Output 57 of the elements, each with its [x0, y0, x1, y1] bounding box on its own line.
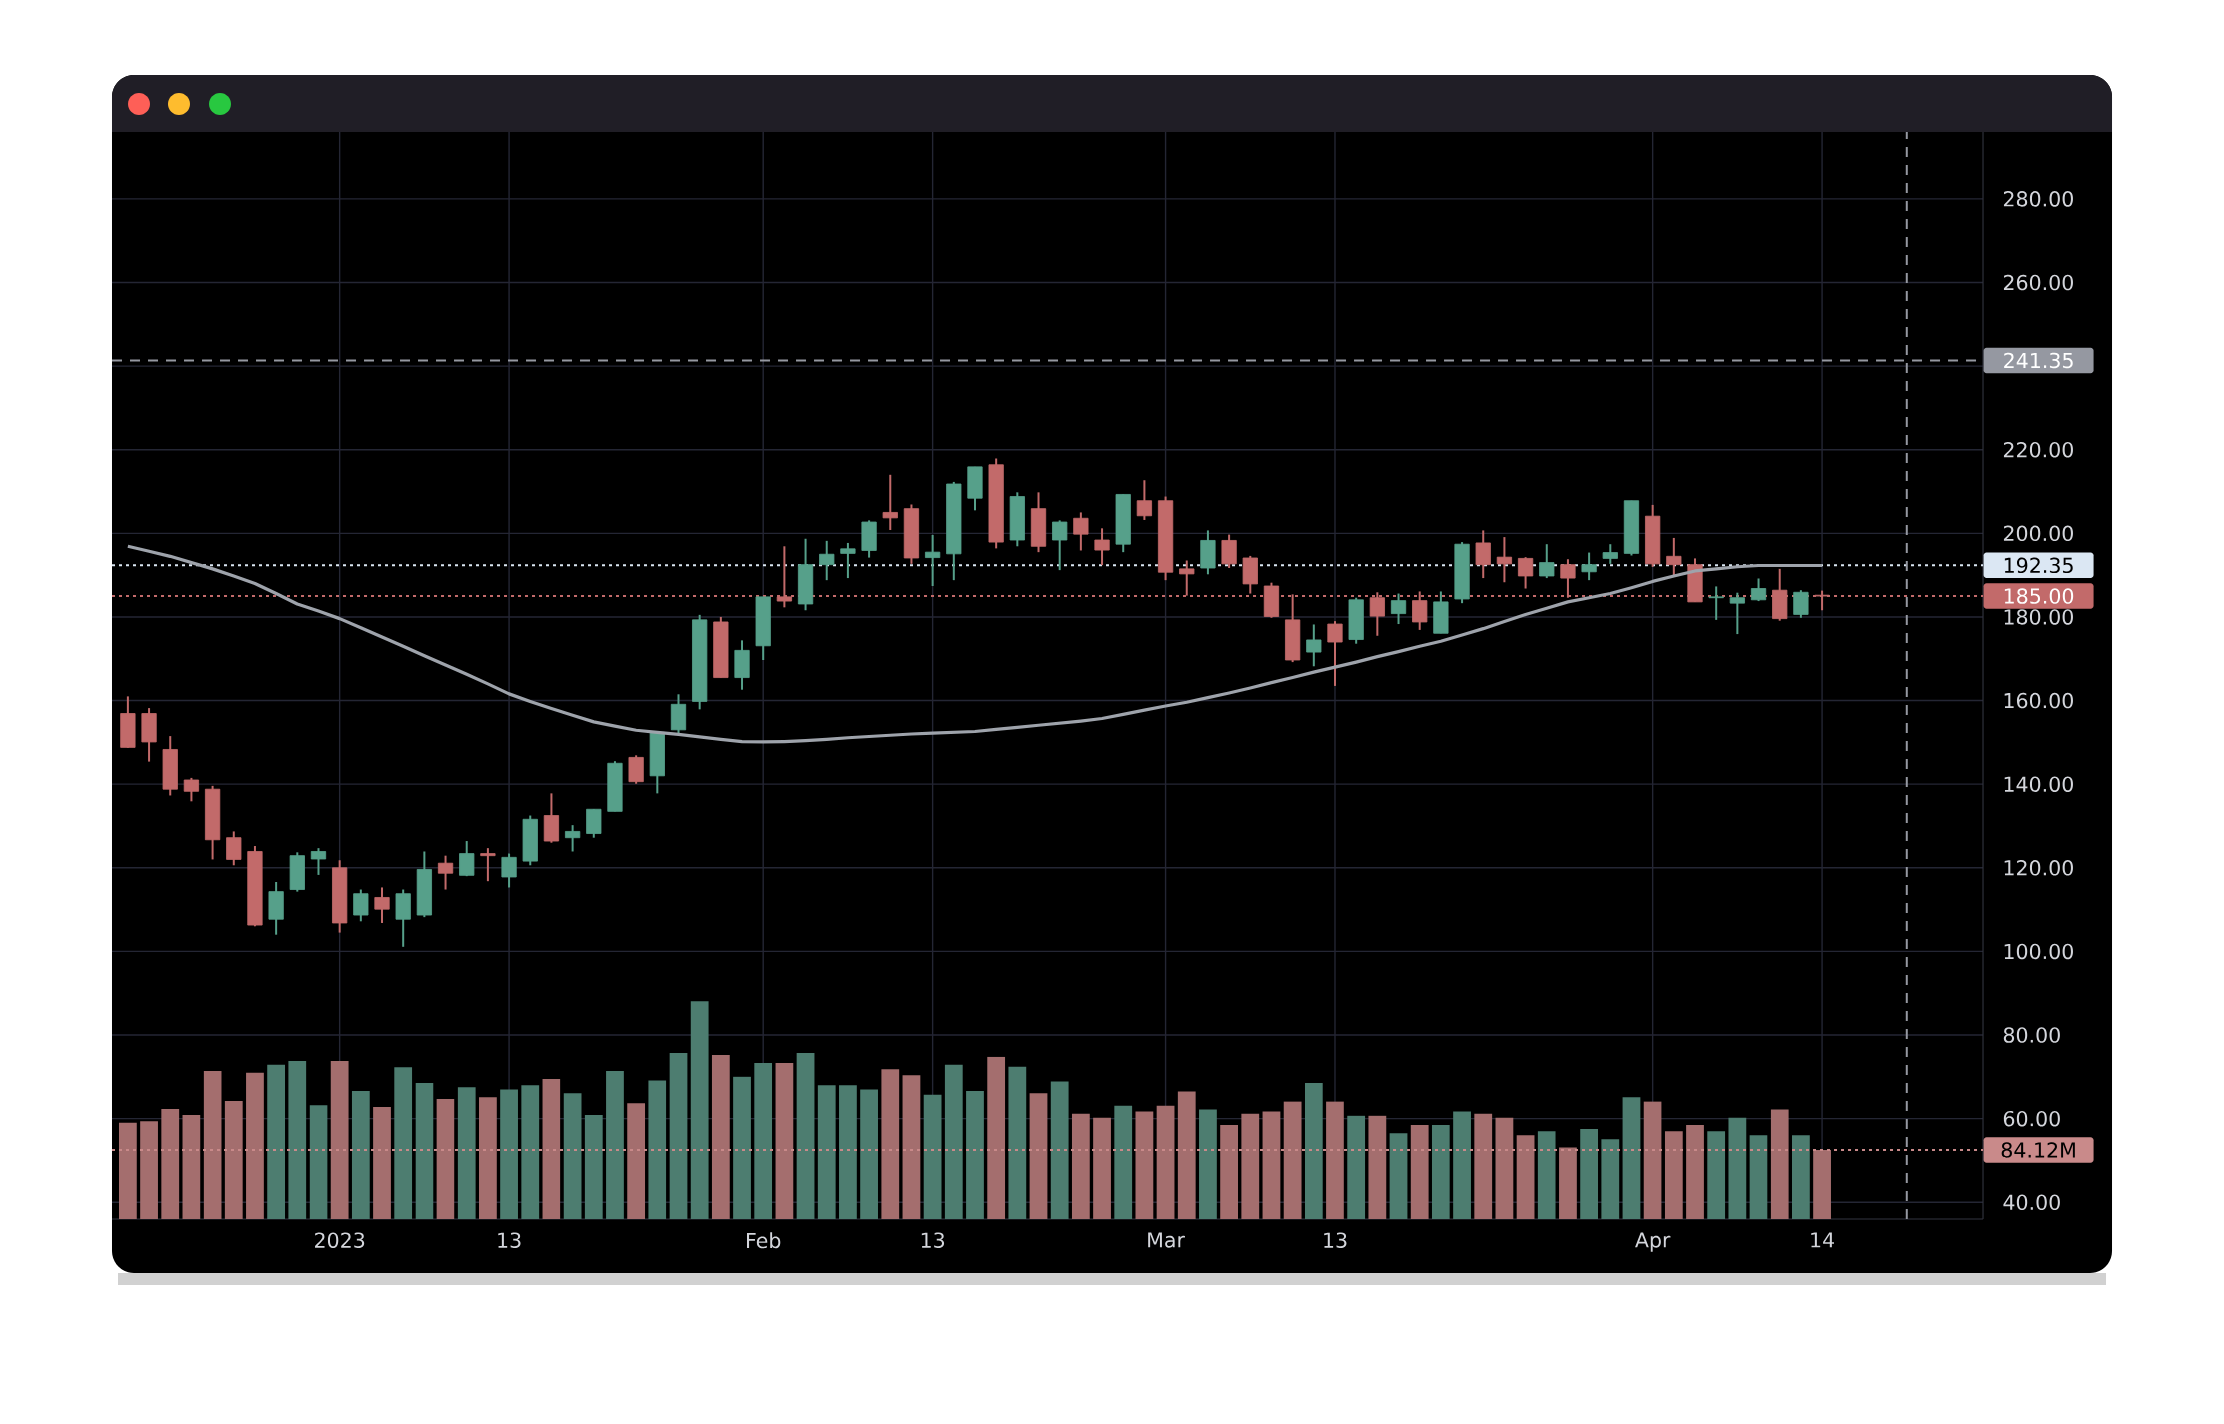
candlestick [501, 852, 517, 889]
y-tick-label: 140.00 [2004, 776, 2073, 792]
x-tick-label: Apr [1635, 1232, 1671, 1252]
x-tick-label: 2023 [315, 1232, 365, 1248]
candlestick [226, 830, 242, 867]
candlestick [1750, 577, 1767, 603]
candlestick [459, 840, 475, 878]
ref-line-label: 185.00 [2004, 588, 2074, 604]
candlestick [1073, 511, 1089, 552]
candlestick [310, 847, 327, 876]
y-tick-label: 160.00 [2004, 692, 2073, 709]
x-tick-label: Mar [1148, 1232, 1185, 1248]
y-tick-label: 40.00 [2003, 1194, 2060, 1211]
x-tick-label: 13 [921, 1232, 945, 1248]
candlestick [437, 854, 454, 891]
candlestick [1496, 536, 1513, 584]
y-tick-label: 220.00 [2003, 441, 2073, 458]
x-tick-label: 13 [498, 1232, 521, 1248]
candlestick [183, 776, 200, 803]
candlestick [1390, 592, 1407, 626]
candlestick [1517, 556, 1534, 590]
candlestick [1094, 527, 1110, 567]
y-tick-label: 180.00 [2004, 609, 2073, 625]
ref-line-label: 241.35 [2004, 352, 2073, 369]
candlestick [1539, 543, 1555, 580]
candlestick [819, 539, 835, 582]
candlestick [1729, 591, 1745, 636]
ref-line-label: 192.35 [2004, 557, 2073, 574]
x-tick-label: 14 [1811, 1232, 1834, 1248]
y-tick-label: 120.00 [2004, 860, 2073, 876]
candlestick [564, 824, 581, 853]
candlestick [1327, 620, 1343, 687]
candlestick [882, 473, 898, 531]
candlestick [1052, 519, 1068, 572]
candlestick [1221, 533, 1237, 570]
candlestick [1306, 623, 1322, 668]
y-tick-label: 80.00 [2003, 1027, 2060, 1043]
candlestick [1581, 551, 1597, 582]
ref-line-label: 84.12M [2001, 1142, 2075, 1158]
y-tick-label: 60.00 [2003, 1110, 2060, 1127]
candlestick [840, 541, 856, 580]
candlestick [1136, 479, 1153, 521]
y-tick-label: 260.00 [2003, 274, 2073, 291]
y-tick-label: 100.00 [2004, 943, 2073, 960]
candlestick [374, 886, 390, 924]
candlestick [353, 888, 369, 923]
candlestick [480, 847, 496, 883]
y-tick-label: 280.00 [2003, 191, 2073, 207]
candlestick [925, 534, 941, 588]
x-tick-label: 13 [1324, 1232, 1347, 1248]
y-tick-label: 200.00 [2003, 525, 2073, 542]
candlestick [1475, 529, 1491, 580]
candlestick [1708, 585, 1724, 621]
candlestick [1793, 589, 1809, 619]
candlestick [1666, 536, 1682, 577]
candlestick [1602, 543, 1618, 565]
x-tick-label: Feb [747, 1232, 781, 1249]
